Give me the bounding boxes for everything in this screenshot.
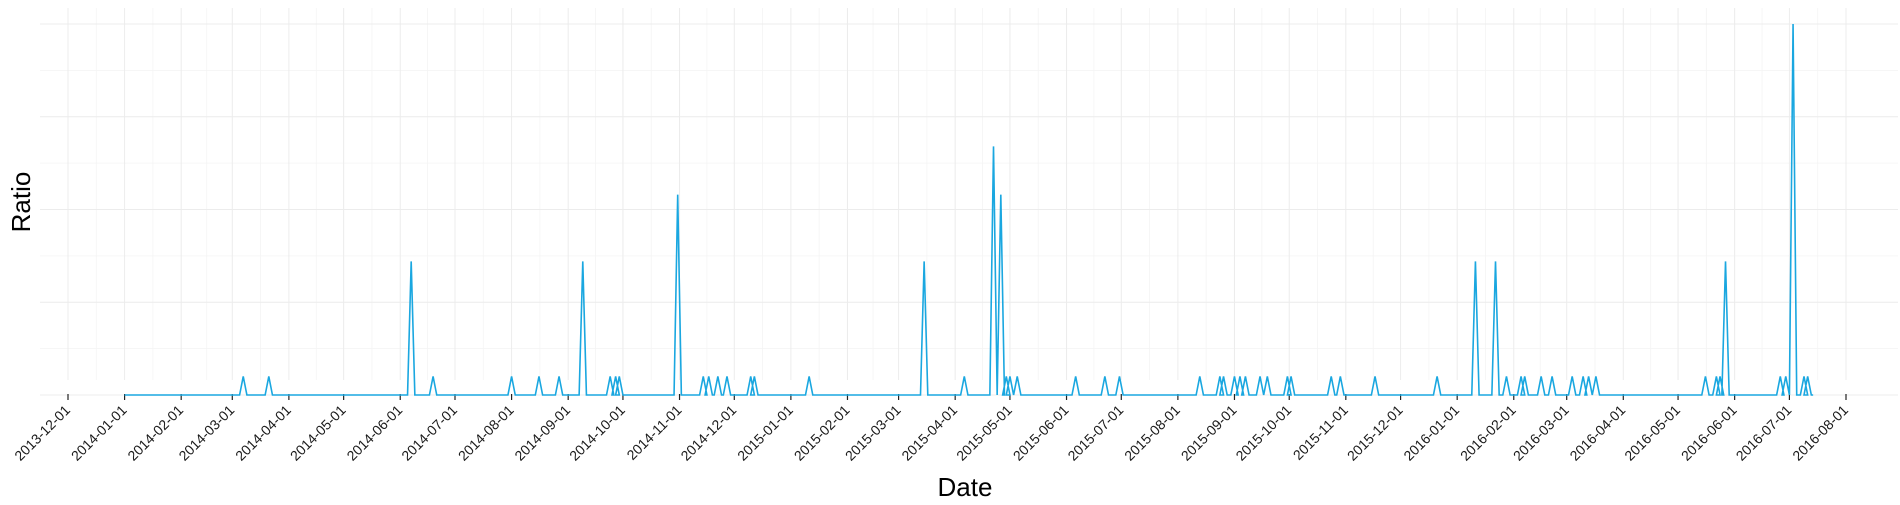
x-axis-tick-label: 2016-06-01: [1678, 402, 1740, 464]
x-axis-tick-label: 2015-05-01: [953, 402, 1015, 464]
x-axis-title: Date: [938, 472, 993, 502]
x-axis-tick-label: 2014-08-01: [455, 402, 517, 464]
x-axis-tick-label: 2015-03-01: [842, 402, 904, 464]
x-axis-tick-label: 2014-07-01: [398, 402, 460, 464]
x-axis-tick-labels: 2013-12-012014-01-012014-02-012014-03-01…: [11, 402, 1851, 464]
x-axis-tick-label: 2016-08-01: [1789, 402, 1851, 464]
x-axis-tick-label: 2013-12-01: [11, 402, 73, 464]
x-axis-tick-label: 2014-10-01: [566, 402, 628, 464]
x-axis-tick-label: 2014-09-01: [511, 402, 573, 464]
x-axis-tick-label: 2015-01-01: [734, 402, 796, 464]
x-axis-tick-label: 2014-01-01: [68, 402, 130, 464]
ratio-series-line: [124, 23, 1814, 396]
x-axis-tick-label: 2016-07-01: [1733, 402, 1795, 464]
x-axis-tick-label: 2015-07-01: [1064, 402, 1126, 464]
x-axis-tick-label: 2016-02-01: [1457, 402, 1519, 464]
x-axis-tick-label: 2016-03-01: [1510, 402, 1572, 464]
x-axis-tick-label: 2014-03-01: [175, 402, 237, 464]
x-axis-tick-label: 2014-06-01: [343, 402, 405, 464]
y-axis-title: Ratio: [6, 172, 36, 233]
x-axis-tick-label: 2014-05-01: [287, 402, 349, 464]
x-axis-tick-label: 2015-11-01: [1290, 402, 1351, 463]
x-axis-tick-label: 2016-01-01: [1400, 402, 1462, 464]
grid-major: [40, 8, 1898, 396]
x-axis-tick-label: 2015-09-01: [1178, 402, 1240, 464]
x-axis-tick-label: 2015-12-01: [1344, 402, 1406, 464]
x-axis-tick-label: 2016-05-01: [1621, 402, 1683, 464]
x-axis-tick-label: 2015-10-01: [1232, 402, 1294, 464]
x-axis-tick-label: 2015-06-01: [1010, 402, 1072, 464]
x-axis-tick-label: 2015-08-01: [1121, 402, 1183, 464]
x-axis-tick-label: 2014-12-01: [677, 402, 739, 464]
x-axis-tick-label: 2014-11-01: [623, 402, 684, 463]
x-axis-tick-label: 2014-04-01: [232, 402, 294, 464]
grid-minor: [40, 8, 1898, 380]
x-axis-tick-label: 2015-04-01: [898, 402, 960, 464]
x-axis-tick-label: 2016-04-01: [1566, 402, 1628, 464]
